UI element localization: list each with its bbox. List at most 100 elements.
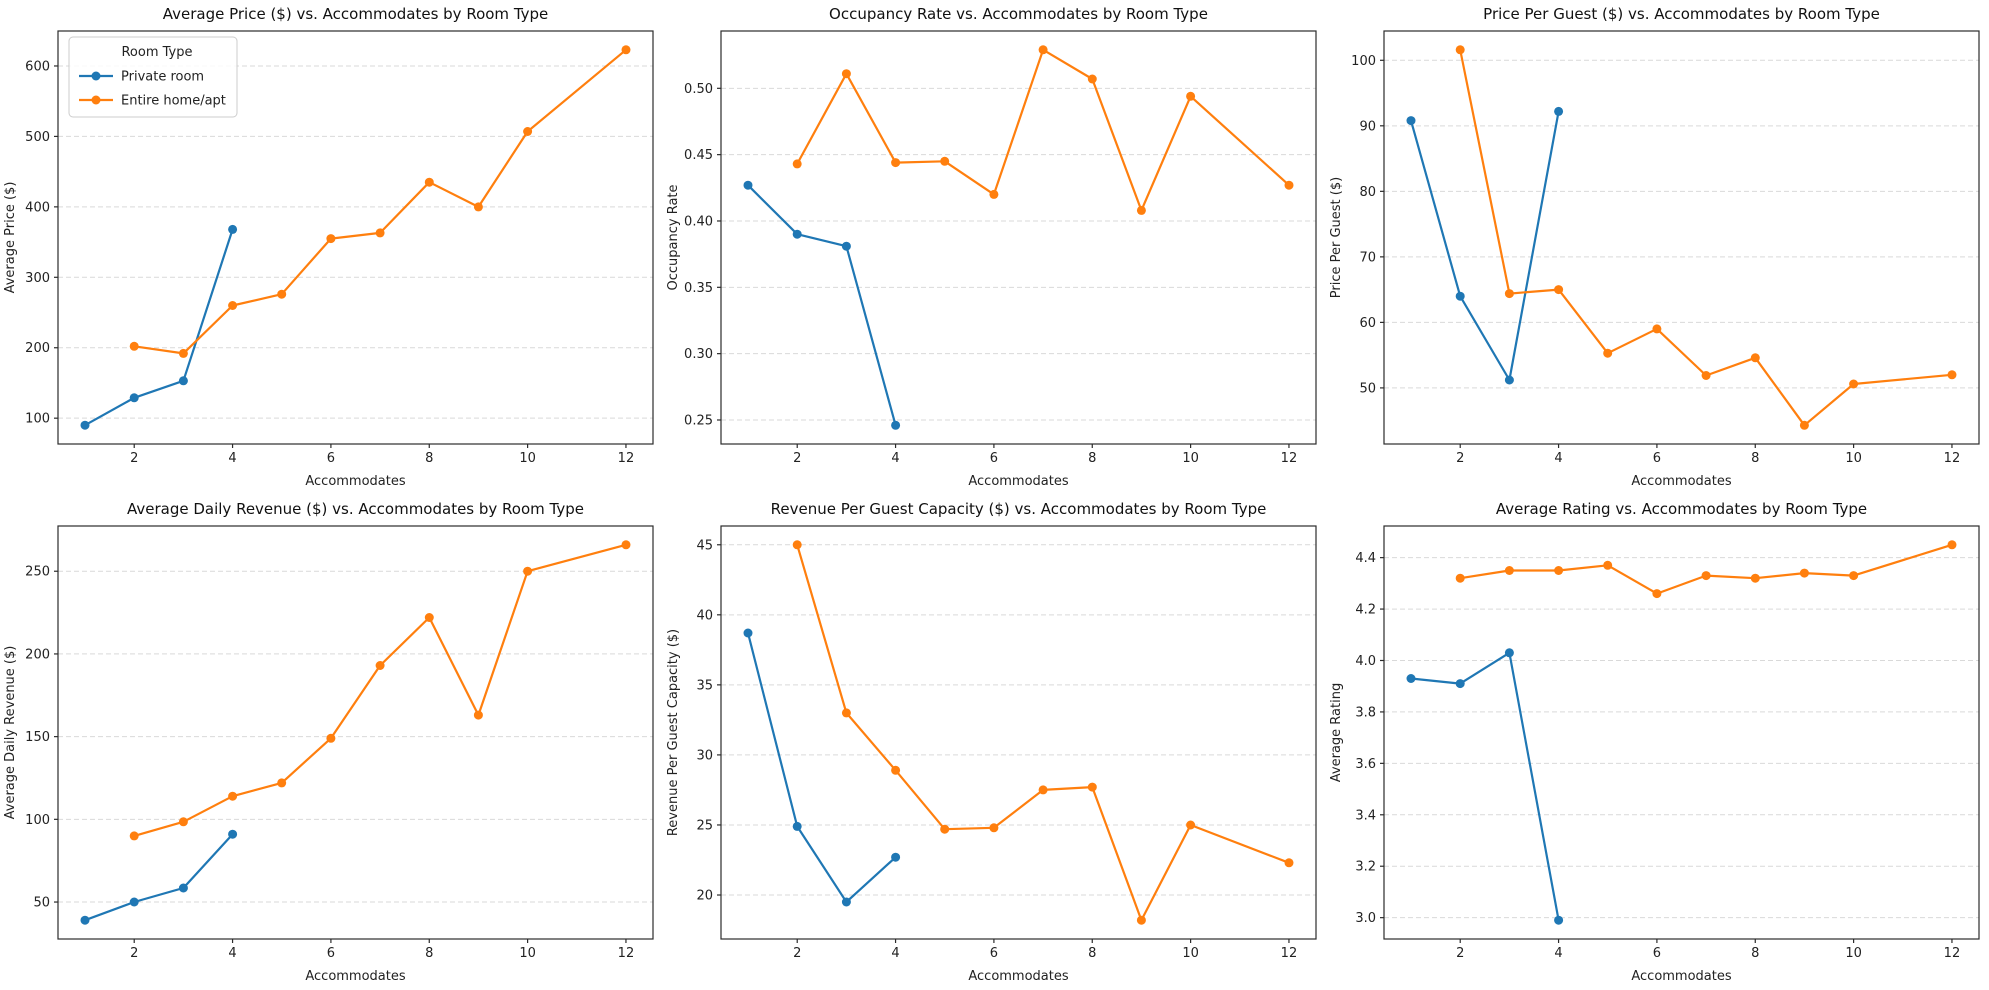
chart-panel-3: 50 60 70 80 90 100 2 4 6 8 10 12 Price Per Guest ($)… <box>1326 0 1989 495</box>
data-point-entire-home-apt <box>1603 348 1613 358</box>
axes-border <box>720 525 1317 940</box>
data-point-private-room <box>743 628 753 638</box>
data-point-entire-home-apt <box>1455 45 1465 55</box>
data-point-private-room <box>80 420 90 430</box>
series-line-private-room <box>746 184 897 427</box>
plot-area <box>1384 31 1979 444</box>
y-tick-label: 200 <box>25 341 50 356</box>
data-point-entire-home-apt <box>1701 371 1711 380</box>
data-point-entire-home-apt <box>178 348 188 358</box>
data-point-entire-home-apt <box>1701 571 1711 581</box>
chart-panel-2: 0.25 0.30 0.35 0.40 0.45 0.50 2 4 6 8 10 12 Occupanc… <box>663 0 1326 495</box>
data-point-entire-home-apt <box>326 234 336 244</box>
x-tick-label: 10 <box>1845 946 1862 961</box>
data-point-entire-home-apt <box>891 765 901 775</box>
y-tick-label: 200 <box>25 647 50 662</box>
data-point-entire-home-apt <box>1504 566 1514 575</box>
y-tick-label: 0.35 <box>684 281 713 296</box>
x-tick-label: 10 <box>1182 451 1199 466</box>
data-point-entire-home-apt <box>1652 324 1662 334</box>
data-point-entire-home-apt <box>473 202 483 212</box>
legend-box <box>68 36 238 118</box>
x-axis-label: Accommodates <box>968 474 1069 489</box>
y-tick-label: 60 <box>1359 316 1376 331</box>
x-tick-label: 2 <box>130 451 138 466</box>
y-tick-label: 50 <box>33 896 50 911</box>
y-axis-label: Average Rating <box>1329 683 1344 782</box>
y-tick-label: 50 <box>1359 381 1376 396</box>
data-point-entire-home-apt <box>1750 573 1760 583</box>
x-tick-label: 4 <box>1554 946 1562 961</box>
line-chart-1: 100 200 300 400 500 600 2 4 6 8 10 12 Average Price … <box>3 5 654 489</box>
data-point-entire-home-apt <box>792 540 802 550</box>
data-point-entire-home-apt <box>1284 180 1294 190</box>
series-line-entire-home-apt <box>133 48 628 355</box>
y-axis-label: Revenue Per Guest Capacity ($) <box>666 629 681 836</box>
y-tick-label: 600 <box>25 59 50 74</box>
y-tick-label: 150 <box>25 730 50 745</box>
y-tick-label: 400 <box>25 200 50 215</box>
x-axis-label: Accommodates <box>1631 474 1732 489</box>
y-tick-label: 25 <box>696 818 713 833</box>
chart-title: Average Daily Revenue ($) vs. Accommodat… <box>127 500 584 518</box>
axes-border <box>57 30 654 445</box>
x-tick-label: 8 <box>425 451 433 466</box>
legend-swatch-marker-private-room <box>91 71 101 81</box>
data-point-entire-home-apt <box>891 158 901 168</box>
x-tick-label: 12 <box>618 946 635 961</box>
data-point-private-room <box>841 241 851 251</box>
data-point-entire-home-apt <box>424 177 434 187</box>
x-tick-label: 8 <box>1751 946 1759 961</box>
x-tick-label: 12 <box>1281 451 1298 466</box>
data-point-private-room <box>129 897 139 907</box>
data-point-entire-home-apt <box>989 823 999 833</box>
y-axis-label: Average Daily Revenue ($) <box>3 646 18 820</box>
y-tick-label: 300 <box>25 271 50 286</box>
data-point-entire-home-apt <box>228 791 238 801</box>
y-tick-label: 4.0 <box>1355 654 1376 669</box>
data-point-entire-home-apt <box>1038 45 1048 55</box>
data-point-private-room <box>792 229 802 239</box>
data-point-entire-home-apt <box>1849 379 1859 389</box>
x-axis-label: Accommodates <box>1631 969 1732 984</box>
data-point-entire-home-apt <box>1947 370 1957 380</box>
data-point-entire-home-apt <box>1136 205 1146 215</box>
series-line-entire-home-apt <box>133 543 628 837</box>
data-point-entire-home-apt <box>129 341 139 351</box>
y-tick-label: 0.30 <box>684 347 713 362</box>
data-point-entire-home-apt <box>326 733 336 743</box>
line-chart-4: 50 100 150 200 250 2 4 6 8 10 12 Average Daily Reve… <box>3 500 654 984</box>
data-point-private-room <box>891 852 901 862</box>
x-tick-label: 12 <box>1944 451 1961 466</box>
chart-panel-6: 3.0 3.2 3.4 3.6 3.8 4.0 4.2 4.4 2 4 6 8 10 12 Average … <box>1326 495 1989 990</box>
y-tick-label: 3.0 <box>1355 911 1376 926</box>
series-line-private-room <box>83 228 234 427</box>
data-point-private-room <box>228 224 238 234</box>
data-point-entire-home-apt <box>1186 91 1196 101</box>
series-line-entire-home-apt <box>1459 48 1954 427</box>
data-point-entire-home-apt <box>1284 858 1294 868</box>
data-point-entire-home-apt <box>1554 566 1564 575</box>
x-tick-label: 4 <box>228 451 236 466</box>
line-chart-5: 20 25 30 35 40 45 2 4 6 8 10 12 Revenue Per Guest Ca… <box>666 500 1317 984</box>
data-point-entire-home-apt <box>277 289 287 299</box>
chart-panel-4: 50 100 150 200 250 2 4 6 8 10 12 Average Daily Reve… <box>0 495 663 990</box>
data-point-private-room <box>743 180 753 190</box>
legend: Room Type Private room Entire home/apt <box>68 36 238 118</box>
data-point-entire-home-apt <box>1603 560 1613 570</box>
plot-area <box>1384 526 1979 939</box>
data-point-entire-home-apt <box>1652 589 1662 599</box>
x-tick-label: 10 <box>1845 451 1862 466</box>
data-point-entire-home-apt <box>841 69 851 79</box>
axes-border <box>57 525 654 940</box>
series-line-private-room <box>1409 110 1560 382</box>
data-point-private-room <box>1504 375 1514 385</box>
chart-title: Occupancy Rate vs. Accommodates by Room … <box>829 5 1208 23</box>
chart-title: Price Per Guest ($) vs. Accommodates by … <box>1483 5 1880 23</box>
data-point-entire-home-apt <box>178 817 188 827</box>
y-tick-label: 250 <box>25 565 50 580</box>
data-point-private-room <box>1455 291 1465 301</box>
x-tick-label: 6 <box>327 451 335 466</box>
x-tick-label: 8 <box>425 946 433 961</box>
y-tick-label: 500 <box>25 130 50 145</box>
